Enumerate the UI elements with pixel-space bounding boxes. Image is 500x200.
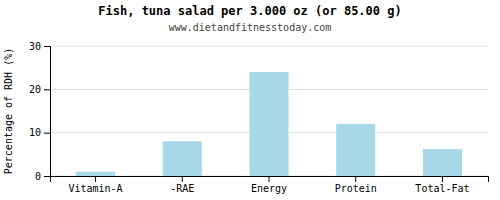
x-tick: -RAE	[170, 176, 194, 194]
y-tick: 20	[29, 84, 50, 95]
x-tick: Energy	[251, 176, 287, 194]
x-tick-mark	[95, 176, 96, 182]
x-tick-label: Total-Fat	[415, 183, 469, 194]
y-tick-label: 0	[35, 171, 41, 182]
y-tick: 30	[29, 41, 50, 52]
y-tick: 10	[29, 127, 50, 138]
y-tick-mark	[44, 176, 50, 177]
x-tick-mark	[442, 176, 443, 182]
chart: Fish, tuna salad per 3.000 oz (or 85.00 …	[0, 0, 500, 200]
bar	[423, 149, 462, 176]
x-tick: Protein	[335, 176, 377, 194]
x-tick: Total-Fat	[415, 176, 469, 194]
bar	[249, 72, 288, 176]
bar	[76, 172, 115, 176]
grid-line	[50, 46, 488, 47]
x-tick-label: Energy	[251, 183, 287, 194]
x-axis-line	[51, 177, 489, 183]
y-tick-mark	[44, 133, 50, 134]
bars	[76, 72, 462, 176]
title: Fish, tuna salad per 3.000 oz (or 85.00 …	[98, 4, 401, 18]
y-tick-mark	[44, 89, 50, 90]
x-tick-mark	[355, 176, 356, 182]
subtitle: www.dietandfitnesstoday.com	[169, 22, 332, 33]
x-tick-label: -RAE	[170, 183, 194, 194]
x-tick-label: Protein	[335, 183, 377, 194]
y-tick-label: 10	[29, 127, 41, 138]
y-tick-label: 30	[29, 41, 41, 52]
bar	[336, 124, 375, 176]
x-tick-mark	[182, 176, 183, 182]
x-axis: Vitamin-A -RAE Energy Protein Total-Fat	[51, 176, 489, 194]
x-tick-label: Vitamin-A	[68, 183, 122, 194]
y-axis-title: Percentage of RDH (%)	[3, 48, 14, 174]
y-tick-mark	[44, 46, 50, 47]
x-tick: Vitamin-A	[68, 176, 122, 194]
bar	[163, 141, 202, 176]
plot: Vitamin-A -RAE Energy Protein Total-Fat 0 10 20…	[29, 41, 489, 194]
y-tick: 0	[35, 171, 50, 182]
x-tick-mark	[269, 176, 270, 182]
grid	[50, 46, 488, 176]
y-tick-label: 20	[29, 84, 41, 95]
y-axis-line	[44, 47, 51, 177]
y-axis: 0 10 20 30	[29, 41, 51, 182]
